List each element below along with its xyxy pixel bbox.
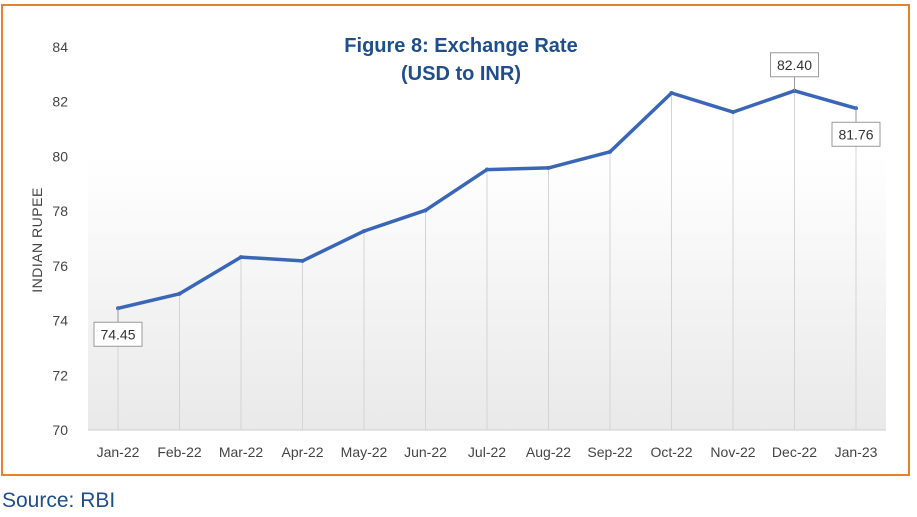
x-tick-label: Jan-22	[97, 444, 140, 460]
data-point	[177, 291, 182, 296]
data-label-box	[831, 121, 881, 147]
source-note: Source: RBI	[2, 489, 116, 512]
x-tick-label: Sep-22	[587, 444, 632, 460]
y-tick-label: 84	[52, 39, 68, 55]
chart-title-line1: Figure 8: Exchange Rate	[344, 35, 577, 57]
data-point	[669, 90, 674, 95]
y-tick-label: 70	[52, 422, 68, 438]
data-label-box	[93, 321, 143, 347]
x-tick-label: Jun-22	[404, 444, 447, 460]
x-tick-label: Aug-22	[526, 444, 571, 460]
x-tick-label: May-22	[341, 444, 388, 460]
series-line-group	[116, 88, 858, 311]
chart-title-line2: (USD to INR)	[401, 63, 521, 85]
data-point	[608, 149, 612, 154]
exchange-rate-chart: 70 72 74 76 78 80 82 84 Jan-22 Feb-22 Mar-22 Apr-2…	[29, 35, 886, 460]
data-label-box	[770, 52, 819, 78]
x-tick-label: Apr-22	[281, 444, 323, 460]
data-label: 74.45	[100, 326, 135, 342]
y-tick-label: 72	[52, 367, 68, 383]
x-tick-label: Jul-22	[468, 444, 506, 460]
x-tick-label: Nov-22	[710, 444, 755, 460]
data-point	[423, 208, 428, 213]
data-point	[485, 167, 489, 172]
gridlines	[88, 90, 886, 431]
y-tick-label: 76	[52, 258, 68, 274]
data-point	[239, 255, 243, 260]
data-label: 81.76	[838, 126, 873, 142]
x-tick-label: Feb-22	[157, 444, 202, 460]
data-point	[546, 165, 551, 170]
x-tick-label: Mar-22	[219, 444, 264, 460]
y-tick-label: 80	[52, 148, 68, 164]
x-tick-labels: Jan-22 Feb-22 Mar-22 Apr-22 May-22 Jun-22 Jul-…	[97, 444, 878, 460]
data-point	[362, 229, 366, 234]
y-tick-label: 82	[52, 94, 68, 110]
data-point	[731, 110, 735, 115]
y-axis-label: INDIAN RUPEE	[29, 187, 45, 293]
data-point	[300, 258, 305, 263]
y-tick-labels: 70 72 74 76 78 80 82 84	[52, 39, 68, 438]
y-tick-label: 74	[52, 313, 68, 329]
x-tick-label: Jan-23	[835, 444, 878, 460]
x-tick-label: Oct-22	[650, 444, 692, 460]
x-tick-label: Dec-22	[772, 444, 817, 460]
data-label: 82.40	[777, 57, 812, 73]
data-labels: 74.45 82.40 81.76	[93, 52, 881, 347]
y-tick-label: 78	[52, 203, 68, 219]
